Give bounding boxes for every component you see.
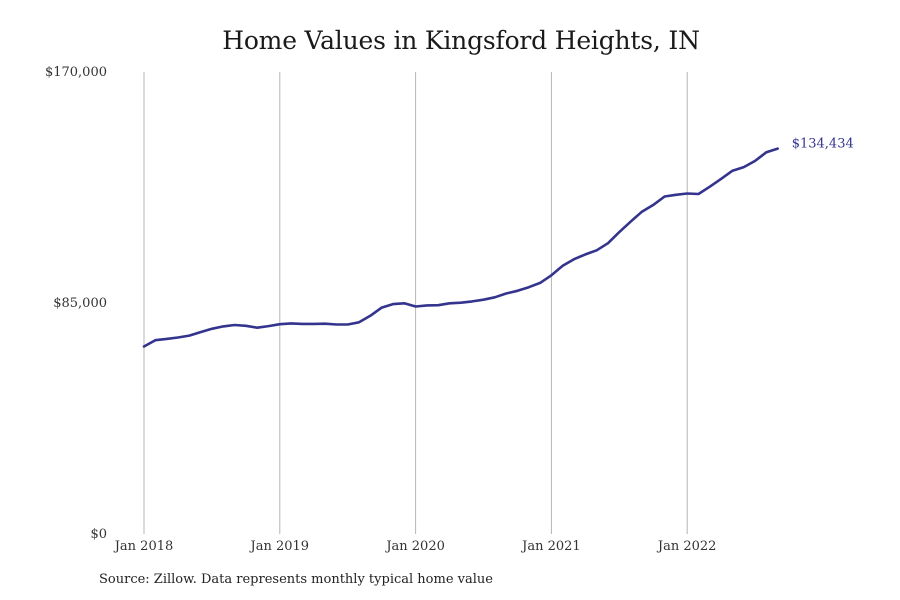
vertical-gridlines xyxy=(143,72,688,534)
y-axis-tick-labels: $0 $85,000 $170,000 xyxy=(45,65,107,542)
y-tick-label: $85,000 xyxy=(53,296,107,311)
end-label-layer: $134,434 xyxy=(792,137,854,152)
x-tick-label: Jan 2022 xyxy=(656,539,717,554)
source-note: Source: Zillow. Data represents monthly … xyxy=(99,572,493,587)
x-tick-label: Jan 2019 xyxy=(249,539,310,554)
y-tick-label: $0 xyxy=(90,527,107,542)
end-value-label: $134,434 xyxy=(792,137,854,152)
series-layer xyxy=(142,147,780,348)
chart-title: Home Values in Kingsford Heights, IN xyxy=(222,26,700,55)
y-tick-label: $170,000 xyxy=(45,65,107,80)
x-tick-label: Jan 2021 xyxy=(520,539,581,554)
x-tick-label: Jan 2020 xyxy=(384,539,445,554)
x-axis-tick-labels: Jan 2018 Jan 2019 Jan 2020 Jan 2021 Jan 2022 xyxy=(113,539,717,554)
series-line xyxy=(142,147,780,348)
x-tick-label: Jan 2018 xyxy=(113,539,174,554)
